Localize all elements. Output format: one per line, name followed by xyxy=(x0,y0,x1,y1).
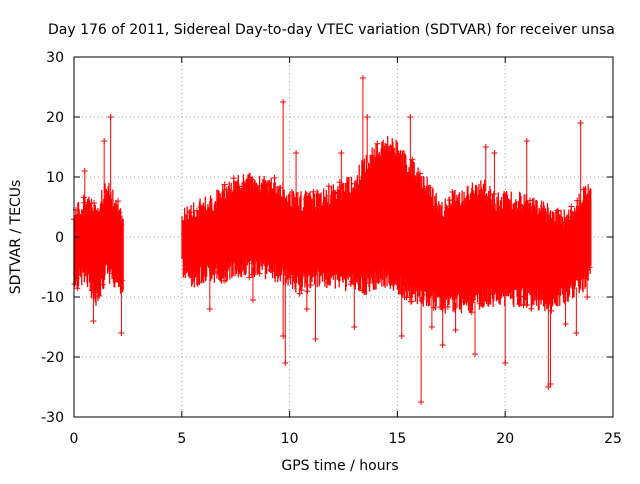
data-point xyxy=(548,307,555,314)
data-point xyxy=(107,114,114,120)
data-point xyxy=(118,330,125,336)
data-point xyxy=(482,144,489,150)
data-point xyxy=(282,360,289,366)
data-point xyxy=(364,114,371,120)
data-point xyxy=(96,292,103,299)
data-point xyxy=(502,360,509,366)
data-point xyxy=(562,321,569,327)
data-point xyxy=(472,351,479,357)
data-point xyxy=(439,342,446,348)
data-point xyxy=(186,209,193,216)
y-tick-label: 10 xyxy=(46,170,64,186)
data-point xyxy=(230,175,237,182)
data-point xyxy=(428,324,435,330)
data-point xyxy=(490,191,497,198)
data-point xyxy=(325,183,332,190)
y-tick-label: -10 xyxy=(41,290,64,306)
data-point xyxy=(298,287,305,294)
data-point xyxy=(91,199,98,206)
data-point xyxy=(584,294,591,300)
x-tick-label: 5 xyxy=(177,431,186,447)
data-point xyxy=(206,306,213,312)
data-point xyxy=(303,306,310,312)
data-point xyxy=(407,114,414,120)
data-point xyxy=(304,288,311,295)
x-tick-label: 0 xyxy=(70,431,79,447)
data-point xyxy=(114,198,121,205)
data-point xyxy=(296,290,303,297)
data-point xyxy=(307,282,314,289)
ticks: 0 5 10 15 20 25 -30 -20 -10 0 10 20 30 xyxy=(41,50,622,447)
y-tick-label: -20 xyxy=(41,350,64,366)
data-point xyxy=(80,194,87,201)
data-point xyxy=(249,297,256,303)
x-tick-label: 15 xyxy=(388,431,406,447)
data-point xyxy=(271,174,278,181)
y-tick-label: 20 xyxy=(46,110,64,126)
x-axis-label: GPS time / hours xyxy=(281,458,398,474)
y-axis-label: SDTVAR / TECUs xyxy=(8,180,24,295)
data-point xyxy=(523,138,530,144)
data-point xyxy=(491,150,498,156)
data-point xyxy=(573,330,580,336)
data-point xyxy=(516,301,523,308)
data-point xyxy=(280,99,287,105)
data-point xyxy=(235,183,242,190)
data-point xyxy=(444,303,451,310)
data-point xyxy=(256,270,263,277)
data-point xyxy=(547,381,554,387)
data-point xyxy=(427,184,434,191)
data-point xyxy=(101,138,108,144)
y-tick-label: -30 xyxy=(41,410,64,426)
data-point xyxy=(338,150,345,156)
data-point xyxy=(312,336,319,342)
labels: Day 176 of 2011, Sidereal Day-to-day VTE… xyxy=(8,22,615,474)
data-point xyxy=(568,203,575,210)
data-point xyxy=(81,168,88,174)
data-point xyxy=(90,318,97,324)
data-point xyxy=(351,324,358,330)
data-point xyxy=(246,274,253,281)
data-points xyxy=(71,75,593,405)
x-tick-label: 10 xyxy=(281,431,299,447)
data-point xyxy=(310,188,317,195)
data-point xyxy=(398,333,405,339)
data-point xyxy=(452,327,459,333)
y-tick-label: 0 xyxy=(55,230,64,246)
data-point xyxy=(418,399,425,405)
data-point xyxy=(408,298,415,305)
data-point xyxy=(374,140,381,147)
x-tick-label: 25 xyxy=(604,431,622,447)
data-point xyxy=(528,305,535,312)
data-point xyxy=(417,170,424,177)
data-point xyxy=(221,181,228,188)
y-tick-label: 30 xyxy=(46,50,64,66)
data-point xyxy=(359,75,366,81)
data-point xyxy=(293,150,300,156)
x-tick-label: 20 xyxy=(496,431,514,447)
data-point xyxy=(577,120,584,126)
chart-title: Day 176 of 2011, Sidereal Day-to-day VTE… xyxy=(48,22,615,38)
